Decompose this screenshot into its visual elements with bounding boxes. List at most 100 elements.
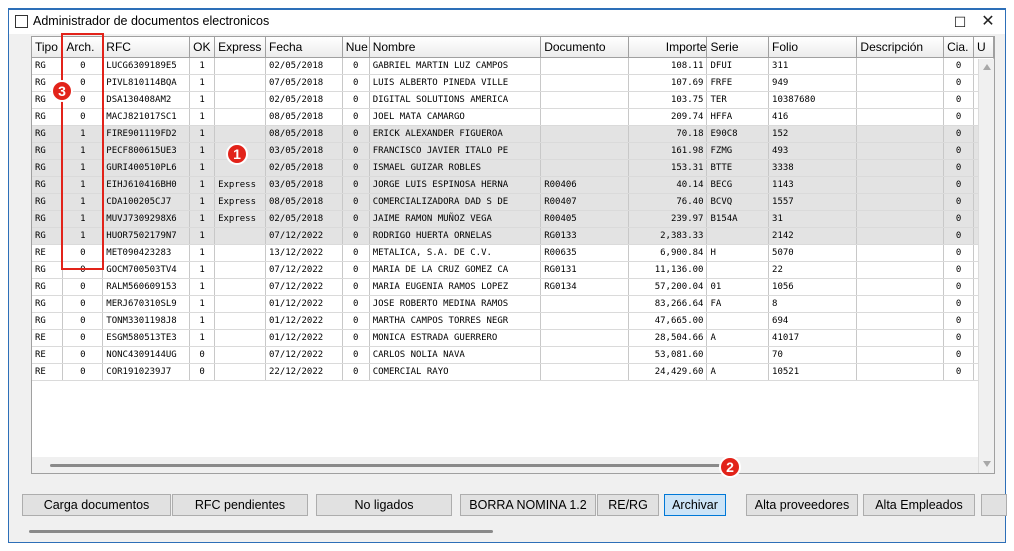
cell-fecha[interactable]: 02/05/2018 bbox=[265, 210, 343, 228]
cell-serie[interactable]: TER bbox=[706, 91, 770, 109]
cell-serie[interactable]: HFFA bbox=[706, 108, 770, 126]
cell-fecha[interactable]: 02/05/2018 bbox=[265, 57, 343, 75]
cell-nue[interactable]: 0 bbox=[342, 125, 370, 143]
cell-nombre[interactable]: MARIA DE LA CRUZ GOMEZ CA bbox=[369, 261, 542, 279]
cell-descripcion[interactable] bbox=[856, 193, 945, 211]
cell-arch[interactable]: 1 bbox=[62, 227, 104, 245]
carga-documentos-button[interactable]: Carga documentos bbox=[22, 494, 171, 516]
cell-documento[interactable] bbox=[540, 159, 629, 177]
cell-folio[interactable]: 416 bbox=[768, 108, 858, 126]
cell-nombre[interactable]: METALICA, S.A. DE C.V. bbox=[369, 244, 542, 262]
cell-cia[interactable]: 0 bbox=[943, 159, 974, 177]
cell-fecha[interactable]: 07/05/2018 bbox=[265, 74, 343, 92]
cell-folio[interactable]: 10387680 bbox=[768, 91, 858, 109]
cell-rfc[interactable]: ESGM580513TE3 bbox=[102, 329, 191, 347]
cell-tipo[interactable]: RG bbox=[32, 210, 64, 228]
cell-arch[interactable]: 0 bbox=[62, 278, 104, 296]
column-header[interactable]: Folio bbox=[768, 37, 858, 58]
cell-cia[interactable]: 0 bbox=[943, 312, 974, 330]
cell-nombre[interactable]: JAIME RAMON MUÑOZ VEGA bbox=[369, 210, 542, 228]
cell-ok[interactable]: 1 bbox=[189, 193, 216, 211]
cell-tipo[interactable]: RE bbox=[32, 244, 64, 262]
cell-express[interactable] bbox=[214, 57, 266, 75]
cell-ok[interactable]: 1 bbox=[189, 108, 216, 126]
cell-nombre[interactable]: FRANCISCO JAVIER ITALO PE bbox=[369, 142, 542, 160]
cell-ok[interactable]: 1 bbox=[189, 295, 216, 313]
cell-nombre[interactable]: COMERCIALIZADORA DAD S DE bbox=[369, 193, 542, 211]
cell-descripcion[interactable] bbox=[856, 244, 945, 262]
cell-cia[interactable]: 0 bbox=[943, 329, 974, 347]
cell-tipo[interactable]: RG bbox=[32, 261, 64, 279]
cell-rfc[interactable]: RALM560609153 bbox=[102, 278, 191, 296]
cell-tipo[interactable]: RG bbox=[32, 227, 64, 245]
cell-rfc[interactable]: COR1910239J7 bbox=[102, 363, 191, 381]
cell-cia[interactable]: 0 bbox=[943, 57, 974, 75]
cell-nombre[interactable]: CARLOS NOLIA NAVA bbox=[369, 346, 542, 364]
table-row[interactable]: RG 0 LUCG6309189E5 1 02/05/2018 0 GABRIEL MART… bbox=[32, 57, 994, 75]
cell-importe[interactable]: 2,383.33 bbox=[628, 227, 708, 245]
cell-folio[interactable]: 8 bbox=[768, 295, 858, 313]
table-row[interactable]: RG 0 PIVL810114BQA 1 07/05/2018 0 LUIS ALBERTO… bbox=[32, 74, 994, 92]
table-row[interactable]: RG 0 MACJ821017SC1 1 08/05/2018 0 JOEL MATA CA… bbox=[32, 108, 994, 126]
cell-rfc[interactable]: PIVL810114BQA bbox=[102, 74, 191, 92]
column-header[interactable]: RFC bbox=[102, 37, 191, 58]
borra-nomina-button[interactable]: BORRA NOMINA 1.2 bbox=[460, 494, 596, 516]
cell-importe[interactable]: 28,504.66 bbox=[628, 329, 708, 347]
table-row[interactable]: RE 0 MET090423283 1 13/12/2022 0 METALICA, S.A… bbox=[32, 244, 994, 262]
cell-nue[interactable]: 0 bbox=[342, 278, 370, 296]
cell-serie[interactable]: BTTE bbox=[706, 159, 770, 177]
cell-serie[interactable] bbox=[706, 227, 770, 245]
table-row[interactable]: RG 1 MUVJ7309298X6 1 Express 02/05/2018 0 JAIME… bbox=[32, 210, 994, 228]
cell-serie[interactable]: BCVQ bbox=[706, 193, 770, 211]
cell-rfc[interactable]: LUCG6309189E5 bbox=[102, 57, 191, 75]
cell-express[interactable] bbox=[214, 329, 266, 347]
table-row[interactable]: RE 0 NONC4309144UG 0 07/12/2022 0 CARLOS NOLIA… bbox=[32, 346, 994, 364]
cell-cia[interactable]: 0 bbox=[943, 227, 974, 245]
cell-cia[interactable]: 0 bbox=[943, 193, 974, 211]
cell-ok[interactable]: 1 bbox=[189, 125, 216, 143]
table-row[interactable]: RE 0 COR1910239J7 0 22/12/2022 0 COMERCIAL RAY… bbox=[32, 363, 994, 381]
cell-arch[interactable]: 1 bbox=[62, 125, 104, 143]
cell-cia[interactable]: 0 bbox=[943, 91, 974, 109]
cell-nombre[interactable]: DIGITAL SOLUTIONS AMERICA bbox=[369, 91, 542, 109]
cell-express[interactable] bbox=[214, 108, 266, 126]
cell-documento[interactable]: R00635 bbox=[540, 244, 629, 262]
column-header[interactable]: Importe bbox=[628, 37, 708, 58]
column-header[interactable]: OK bbox=[189, 37, 216, 58]
cell-descripcion[interactable] bbox=[856, 142, 945, 160]
cell-descripcion[interactable] bbox=[856, 346, 945, 364]
cell-descripcion[interactable] bbox=[856, 312, 945, 330]
cell-cia[interactable]: 0 bbox=[943, 176, 974, 194]
maximize-icon[interactable]: ☐ bbox=[953, 14, 967, 30]
cell-fecha[interactable]: 08/05/2018 bbox=[265, 108, 343, 126]
column-header[interactable]: Fecha bbox=[265, 37, 343, 58]
cell-nue[interactable]: 0 bbox=[342, 193, 370, 211]
cell-tipo[interactable]: RG bbox=[32, 108, 64, 126]
cell-tipo[interactable]: RE bbox=[32, 329, 64, 347]
cell-descripcion[interactable] bbox=[856, 261, 945, 279]
cell-descripcion[interactable] bbox=[856, 91, 945, 109]
cell-folio[interactable]: 1557 bbox=[768, 193, 858, 211]
cell-descripcion[interactable] bbox=[856, 108, 945, 126]
cell-nombre[interactable]: JORGE LUIS ESPINOSA HERNA bbox=[369, 176, 542, 194]
column-header[interactable]: U bbox=[973, 37, 994, 58]
cell-importe[interactable]: 57,200.04 bbox=[628, 278, 708, 296]
cell-nombre[interactable]: LUIS ALBERTO PINEDA VILLE bbox=[369, 74, 542, 92]
cell-tipo[interactable]: RE bbox=[32, 363, 64, 381]
column-header[interactable]: Arch. bbox=[62, 37, 104, 58]
cell-folio[interactable]: 493 bbox=[768, 142, 858, 160]
table-row[interactable]: RG 1 CDA100205CJ7 1 Express 08/05/2018 0 COMERC… bbox=[32, 193, 994, 211]
cell-nombre[interactable]: MARIA EUGENIA RAMOS LOPEZ bbox=[369, 278, 542, 296]
cell-nue[interactable]: 0 bbox=[342, 295, 370, 313]
cell-folio[interactable]: 70 bbox=[768, 346, 858, 364]
cell-nombre[interactable]: COMERCIAL RAYO bbox=[369, 363, 542, 381]
cell-importe[interactable]: 161.98 bbox=[628, 142, 708, 160]
window-scroll-thumb[interactable] bbox=[29, 530, 493, 533]
cell-descripcion[interactable] bbox=[856, 74, 945, 92]
cell-folio[interactable]: 22 bbox=[768, 261, 858, 279]
column-header[interactable]: Cia. bbox=[943, 37, 974, 58]
table-row[interactable]: RE 0 ESGM580513TE3 1 01/12/2022 0 MONICA ESTRA… bbox=[32, 329, 994, 347]
cell-tipo[interactable]: RG bbox=[32, 176, 64, 194]
cell-descripcion[interactable] bbox=[856, 227, 945, 245]
cell-fecha[interactable]: 01/12/2022 bbox=[265, 295, 343, 313]
